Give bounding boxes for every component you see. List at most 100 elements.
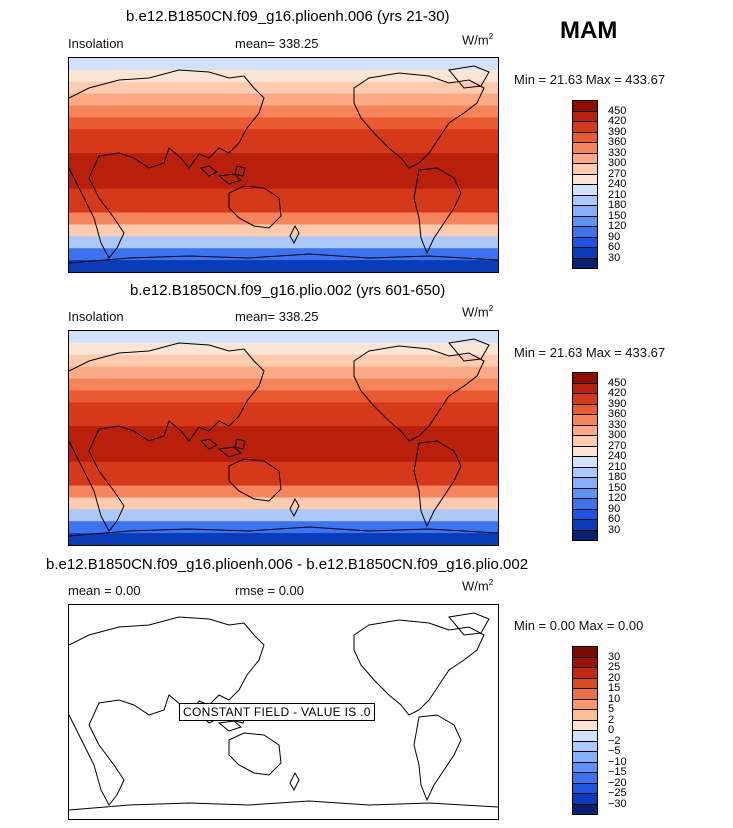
colorbar-tick-label: 360 xyxy=(608,136,627,148)
panel2-minmax: Min = 21.63 Max = 433.67 xyxy=(514,345,666,360)
colorbar-tick-label: 450 xyxy=(608,376,627,389)
colorbar-tick-label: 330 xyxy=(608,418,627,431)
coastline-5 xyxy=(289,224,300,245)
lat-band-7 xyxy=(69,141,498,154)
panel2-mean: mean= 338.25 xyxy=(235,309,319,324)
colorbar-tick-label: 420 xyxy=(608,115,627,127)
coastline-2 xyxy=(217,720,242,732)
panel2-colorbar: 450 420 390 360 330 300 270 240 210 180 150 120 90 60… xyxy=(572,372,626,541)
colorbar-tick-label: 25 xyxy=(608,661,621,673)
lat-band-12 xyxy=(69,473,498,487)
lat-band-17 xyxy=(69,533,498,545)
colorbar-tick-label: 150 xyxy=(608,481,627,494)
panel2-title: b.e12.B1850CN.f09_g16.plio.002 (yrs 601-… xyxy=(130,282,446,299)
lat-band-7 xyxy=(69,414,498,427)
lat-band-2 xyxy=(69,354,498,368)
lat-band-6 xyxy=(69,402,498,415)
coastline-5 xyxy=(289,771,300,792)
colorbar-swatch xyxy=(572,257,598,269)
season-label: MAM xyxy=(560,17,618,44)
panel2-variable-label: Insolation xyxy=(68,309,124,324)
lat-band-8 xyxy=(69,153,498,166)
coastline-6 xyxy=(353,345,485,442)
colorbar-tick-label: −25 xyxy=(608,787,627,799)
colorbar-tick-label: 30 xyxy=(608,650,621,663)
colorbar-tick-label: −2 xyxy=(608,734,621,747)
lat-band-4 xyxy=(69,378,498,392)
coastline-1 xyxy=(200,165,218,177)
lat-band-16 xyxy=(69,248,498,261)
panel3-title: b.e12.B1850CN.f09_g16.plioenh.006 - b.e1… xyxy=(46,556,529,573)
colorbar-tick-label: 2 xyxy=(608,713,615,726)
panel3-colorbar: 30 25 20 15 10 5 2 0 −2 −5 −10 −15 −20 −25 −30 xyxy=(572,646,627,815)
coastline-6 xyxy=(353,72,485,169)
panel1-title: b.e12.B1850CN.f09_g16.plioenh.006 (yrs 2… xyxy=(126,8,450,25)
colorbar-tick-label: 120 xyxy=(608,492,627,504)
coastline-6 xyxy=(353,619,485,716)
lat-band-10 xyxy=(69,176,498,190)
colorbar-tick-label: 30 xyxy=(608,523,621,536)
colorbar-tick-label: 240 xyxy=(608,178,627,190)
panel3-units: W/m2 xyxy=(462,578,494,594)
colorbar-tick-label: 150 xyxy=(608,209,627,222)
panel1-heatmap xyxy=(69,58,498,272)
panel3-minmax: Min = 0.00 Max = 0.00 xyxy=(514,618,644,633)
lat-band-14 xyxy=(69,224,498,237)
lat-band-1 xyxy=(69,342,498,356)
lat-band-10 xyxy=(69,449,498,463)
coastline-9 xyxy=(69,526,498,537)
colorbar-tick-label: −10 xyxy=(608,755,627,768)
lat-band-11 xyxy=(69,461,498,475)
lat-band-3 xyxy=(69,93,498,107)
panel1-units: W/m2 xyxy=(462,32,494,48)
coastline-1 xyxy=(200,438,218,450)
lat-band-5 xyxy=(69,117,498,130)
coastline-9 xyxy=(69,253,498,264)
coastline-8 xyxy=(413,714,462,802)
colorbar-tick-label: −5 xyxy=(608,745,621,757)
coastline-3 xyxy=(234,165,246,177)
panel1-mean: mean= 338.25 xyxy=(235,36,319,51)
lat-band-4 xyxy=(69,105,498,119)
colorbar-tick-label: −15 xyxy=(608,766,627,778)
lat-band-5 xyxy=(69,390,498,403)
coastline-8 xyxy=(413,167,462,255)
lat-band-8 xyxy=(69,426,498,439)
lat-band-11 xyxy=(69,188,498,202)
colorbar-tick-label: 120 xyxy=(608,220,627,232)
coastline-4 xyxy=(228,732,282,776)
colorbar-tick-label: 180 xyxy=(608,471,627,483)
lat-band-13 xyxy=(69,212,498,226)
colorbar-tick-label: 60 xyxy=(608,241,621,253)
panel2-units: W/m2 xyxy=(462,304,494,320)
coastline-0 xyxy=(69,342,265,532)
lat-band-16 xyxy=(69,521,498,534)
coastline-2 xyxy=(217,446,242,458)
lat-band-6 xyxy=(69,129,498,142)
coastline-7 xyxy=(448,338,490,362)
colorbar-tick-label: 300 xyxy=(608,429,627,441)
colorbar-tick-label: 300 xyxy=(608,157,627,169)
lat-band-17 xyxy=(69,260,498,272)
coastline-0 xyxy=(69,69,265,259)
constant-field-annotation: CONSTANT FIELD - VALUE IS .0 xyxy=(179,703,375,721)
panel1-variable-label: Insolation xyxy=(68,36,124,51)
colorbar-tick-label: −20 xyxy=(608,776,627,789)
colorbar-tick-label: 240 xyxy=(608,450,627,462)
panel2-heatmap xyxy=(69,331,498,545)
coastline-4 xyxy=(228,458,282,502)
colorbar-swatch xyxy=(572,803,598,815)
coastline-4 xyxy=(228,185,282,229)
colorbar-tick-label: 390 xyxy=(608,125,627,138)
panel3-rmse: rmse = 0.00 xyxy=(235,583,305,598)
lat-band-2 xyxy=(69,81,498,95)
colorbar-tick-label: 10 xyxy=(608,692,621,705)
colorbar-tick-label: 330 xyxy=(608,146,627,159)
coastline-7 xyxy=(448,612,490,636)
colorbar-tick-label: 20 xyxy=(608,671,621,684)
colorbar-tick-label: 30 xyxy=(608,251,621,264)
colorbar-tick-label: 360 xyxy=(608,408,627,420)
colorbar-tick-label: 180 xyxy=(608,199,627,211)
colorbar-tick-label: 270 xyxy=(608,439,627,452)
panel3-mean: mean = 0.00 xyxy=(68,583,141,598)
